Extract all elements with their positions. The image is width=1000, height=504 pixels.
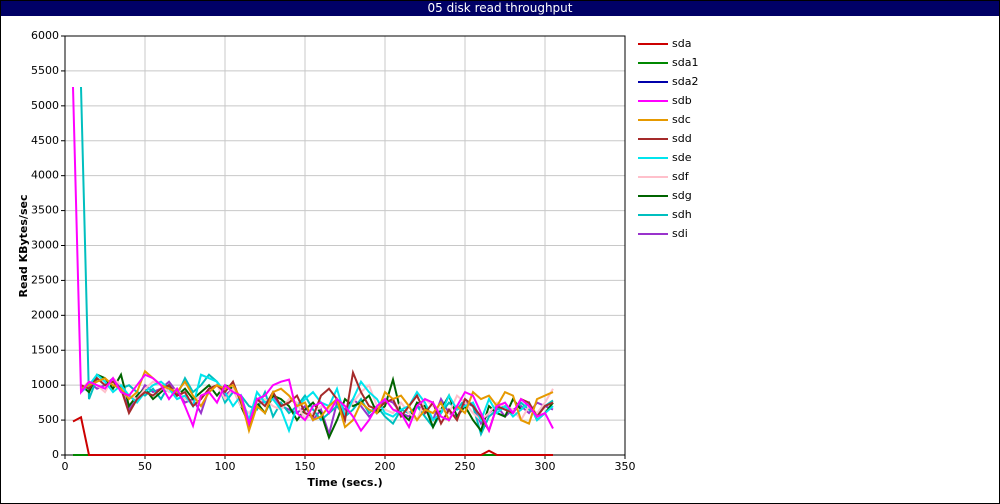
title-bar (1, 1, 999, 16)
series-line (80, 373, 554, 434)
y-tick-label: 4500 (31, 134, 59, 147)
x-tick-label: 350 (615, 460, 636, 473)
legend-label: sdc (672, 113, 691, 126)
x-axis-label: Time (secs.) (307, 476, 382, 489)
y-tick-label: 2000 (31, 308, 59, 321)
series-line (72, 415, 553, 456)
x-tick-label: 50 (138, 460, 152, 473)
series-line (80, 86, 554, 437)
y-tick-label: 500 (38, 413, 59, 426)
legend-label: sdi (672, 227, 688, 240)
y-tick-label: 1000 (31, 378, 59, 391)
y-tick-label: 3500 (31, 204, 59, 217)
y-tick-label: 5000 (31, 99, 59, 112)
x-tick-label: 250 (455, 460, 476, 473)
x-tick-label: 150 (295, 460, 316, 473)
legend-label: sdb (672, 94, 692, 107)
legend-label: sda (672, 37, 691, 50)
y-tick-label: 0 (52, 448, 59, 461)
y-tick-label: 5500 (31, 64, 59, 77)
x-tick-label: 300 (535, 460, 556, 473)
legend-label: sda2 (672, 75, 698, 88)
series-line (72, 86, 554, 434)
legend-label: sdf (672, 170, 690, 183)
x-tick-label: 100 (215, 460, 236, 473)
y-axis-label: Read KBytes/sec (17, 195, 30, 298)
y-tick-label: 6000 (31, 29, 59, 42)
x-tick-label: 0 (62, 460, 69, 473)
x-tick-label: 200 (375, 460, 396, 473)
chart-title: 05 disk read throughput (428, 1, 573, 15)
legend-label: sda1 (672, 56, 698, 69)
legend-label: sdg (672, 189, 692, 202)
series-line (80, 368, 554, 434)
y-tick-label: 2500 (31, 273, 59, 286)
y-tick-label: 1500 (31, 343, 59, 356)
y-tick-label: 4000 (31, 169, 59, 182)
legend-label: sdh (672, 208, 692, 221)
legend-label: sdd (672, 132, 692, 145)
y-tick-label: 3000 (31, 239, 59, 252)
legend-label: sde (672, 151, 692, 164)
